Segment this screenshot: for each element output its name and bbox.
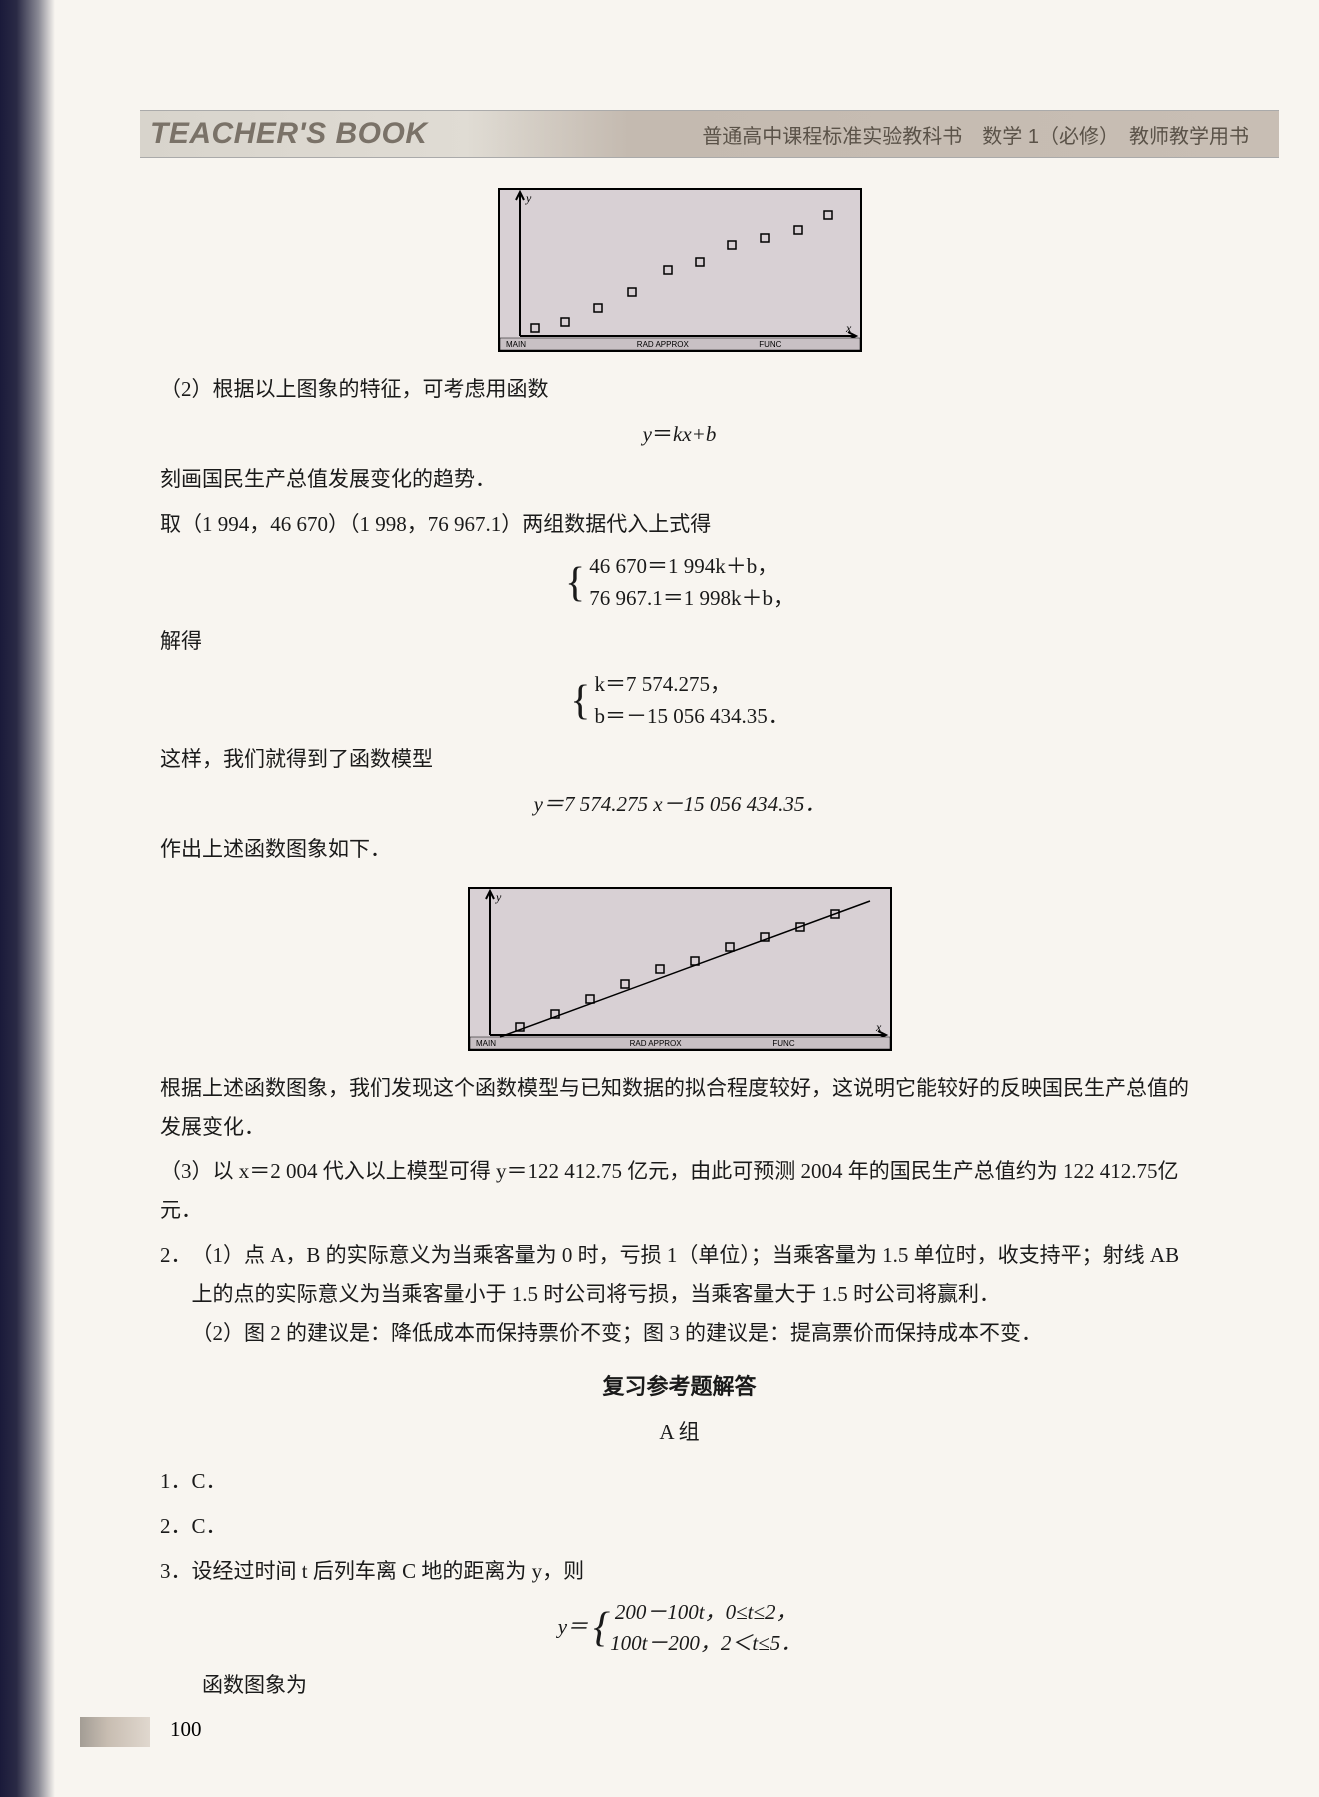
svg-text:x: x <box>875 1020 882 1034</box>
brace-icon: { <box>593 1607 610 1649</box>
eq2: y＝7 574.275 x－15 056 434.35． <box>160 785 1199 824</box>
p4: 解得 <box>160 622 1199 661</box>
q2-p2: （2）图 2 的建议是：降低成本而保持票价不变；图 3 的建议是：提高票价而保持… <box>192 1314 1200 1353</box>
a2: 2．C． <box>160 1507 1199 1546</box>
svg-text:x: x <box>845 321 852 335</box>
p3: 取（1 994，46 670）（1 998，76 967.1）两组数据代入上式得 <box>160 505 1199 544</box>
brace-icon: { <box>565 562 585 604</box>
eq2-text: y＝7 574.275 x－15 056 434.35． <box>534 792 826 816</box>
svg-text:y: y <box>525 191 532 205</box>
a1: 1．C． <box>160 1462 1199 1501</box>
brace-icon: { <box>570 680 590 722</box>
svg-text:RAD APPROX: RAD APPROX <box>636 340 689 349</box>
q2-num: 2． <box>160 1236 192 1353</box>
p2: 刻画国民生产总值发展变化的趋势． <box>160 460 1199 499</box>
header-subtitle: 普通高中课程标准实验教科书 数学 1（必修） 教师教学用书 <box>467 111 1279 157</box>
svg-text:y: y <box>495 890 502 904</box>
p5: 这样，我们就得到了函数模型 <box>160 740 1199 779</box>
svg-text:MAIN: MAIN <box>506 340 526 349</box>
p6: 作出上述函数图象如下． <box>160 830 1199 869</box>
eq1-rhs: kx+b <box>673 422 716 446</box>
sys2-line2: b＝－15 056 434.35． <box>594 701 788 733</box>
a3-eq: y＝ { 200－100t，0≤t≤2， 100t－200，2＜t≤5． <box>160 1597 1199 1660</box>
p8: （3）以 x＝2 004 代入以上模型可得 y＝122 412.75 亿元，由此… <box>160 1152 1199 1230</box>
page: TEACHER'S BOOK 普通高中课程标准实验教科书 数学 1（必修） 教师… <box>0 0 1319 1797</box>
eq1: y＝kx+b <box>160 415 1199 454</box>
header-title: TEACHER'S BOOK <box>140 117 427 151</box>
chart2-svg: y x MAIN RAD APPROX FUNC <box>470 889 890 1049</box>
review-title: 复习参考题解答 <box>160 1367 1199 1408</box>
a3-lead: 3．设经过时间 t 后列车离 C 地的距离为 y，则 <box>160 1552 1199 1591</box>
review-sub: A 组 <box>160 1413 1199 1452</box>
sys2-line1: k＝7 574.275， <box>594 669 788 701</box>
chart1-svg: y x MAIN RAD APPROX FUNC <box>500 190 860 350</box>
header-band: TEACHER'S BOOK 普通高中课程标准实验教科书 数学 1（必修） 教师… <box>140 110 1279 158</box>
sys1-line2: 76 967.1＝1 998k＋b， <box>589 583 794 615</box>
a3-tail: 函数图象为 <box>160 1666 1199 1705</box>
system2: { k＝7 574.275， b＝－15 056 434.35． <box>160 669 1199 732</box>
a3-brace: { 200－100t，0≤t≤2， 100t－200，2＜t≤5． <box>593 1597 801 1660</box>
a3-line2: 100t－200，2＜t≤5． <box>610 1628 801 1660</box>
q2-p1: （1）点 A，B 的实际意义为当乘客量为 0 时，亏损 1（单位）；当乘客量为 … <box>192 1236 1200 1314</box>
chart1-wrap: y x MAIN RAD APPROX FUNC <box>160 188 1199 352</box>
content: y x MAIN RAD APPROX FUNC （2）根据以上图象的特征，可考虑用函数… <box>160 188 1199 1705</box>
eq1-lhs: y <box>643 422 652 446</box>
svg-text:MAIN: MAIN <box>476 1039 496 1048</box>
p7: 根据上述函数图象，我们发现这个函数模型与已知数据的拟合程度较好，这说明它能较好的… <box>160 1069 1199 1147</box>
svg-text:FUNC: FUNC <box>759 340 781 349</box>
sys1-line1: 46 670＝1 994k＋b， <box>589 551 794 583</box>
a3-line1: 200－100t，0≤t≤2， <box>610 1597 801 1629</box>
p1: （2）根据以上图象的特征，可考虑用函数 <box>160 370 1199 409</box>
svg-text:FUNC: FUNC <box>772 1039 794 1048</box>
svg-text:RAD APPROX: RAD APPROX <box>629 1039 682 1048</box>
page-number: 100 <box>170 1717 202 1742</box>
a3-eq-pre: y＝ <box>558 1614 588 1638</box>
system1: { 46 670＝1 994k＋b， 76 967.1＝1 998k＋b， <box>160 551 1199 614</box>
scan-binding-edge <box>0 0 55 1797</box>
page-number-decoration <box>80 1717 150 1747</box>
chart1: y x MAIN RAD APPROX FUNC <box>498 188 862 352</box>
q2: 2． （1）点 A，B 的实际意义为当乘客量为 0 时，亏损 1（单位）；当乘客… <box>160 1236 1199 1353</box>
chart2: y x MAIN RAD APPROX FUNC <box>468 887 892 1051</box>
chart2-wrap: y x MAIN RAD APPROX FUNC <box>160 887 1199 1051</box>
